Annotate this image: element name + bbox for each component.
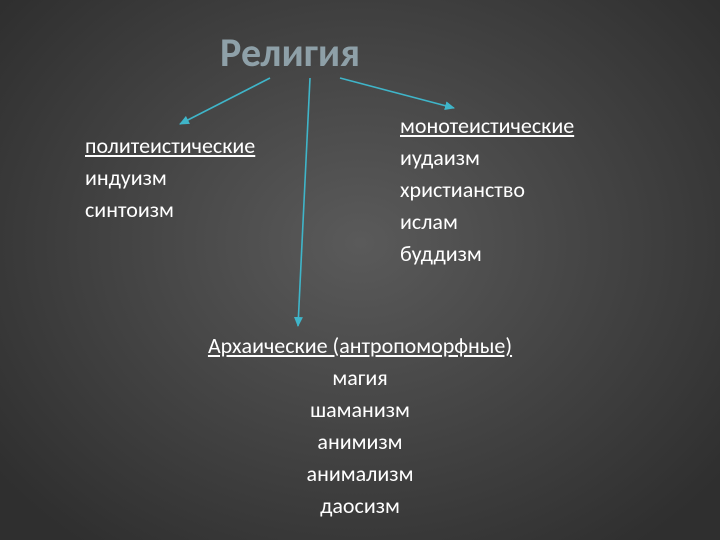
group-heading-polytheistic: политеистические	[85, 130, 255, 162]
list-item: анимализм	[0, 458, 720, 490]
list-item: буддизм	[400, 238, 574, 270]
slide-title: Религия	[220, 28, 360, 77]
list-item: христианство	[400, 174, 574, 206]
list-item: индуизм	[85, 162, 255, 194]
arrow	[180, 78, 270, 124]
group-heading-archaic: Архаические (антропоморфные)	[0, 330, 720, 362]
list-item: магия	[0, 362, 720, 394]
group-heading-monotheistic: монотеистические	[400, 110, 574, 142]
slide-root: Религия политеистические индуизмсинтоизм…	[0, 0, 720, 540]
group-items-polytheistic: индуизмсинтоизм	[85, 162, 255, 226]
list-item: даосизм	[0, 490, 720, 522]
arrow	[340, 78, 454, 108]
list-item: иудаизм	[400, 142, 574, 174]
group-monotheistic: монотеистические иудаизмхристианствоисла…	[400, 110, 574, 270]
list-item: шаманизм	[0, 394, 720, 426]
group-items-archaic: магияшаманизманимизманимализмдаосизм	[0, 362, 720, 522]
list-item: синтоизм	[85, 194, 255, 226]
group-polytheistic: политеистические индуизмсинтоизм	[85, 130, 255, 226]
group-archaic: Архаические (антропоморфные) магияшамани…	[0, 330, 720, 522]
arrow	[298, 78, 310, 326]
list-item: ислам	[400, 206, 574, 238]
group-items-monotheistic: иудаизмхристианствоисламбуддизм	[400, 142, 574, 270]
list-item: анимизм	[0, 426, 720, 458]
